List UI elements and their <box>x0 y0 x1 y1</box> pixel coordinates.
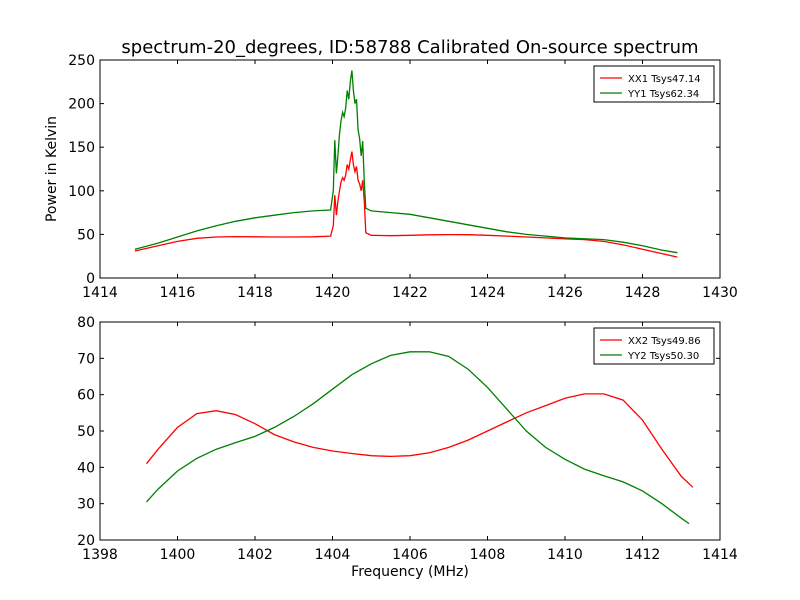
x-tick-label: 1398 <box>82 547 118 563</box>
x-tick-label: 1414 <box>702 547 738 563</box>
legend-box <box>593 65 715 103</box>
legend-label: XX2 Tsys49.86 <box>628 336 701 347</box>
y-tick-label: 20 <box>77 533 95 549</box>
figure-title: spectrum-20_degrees, ID:58788 Calibrated… <box>121 37 698 58</box>
series-line-yy <box>146 351 690 525</box>
bottom-spectrum-panel: 1398 1400 1402 1404 1406 1408 1410 1412 1414 20 30… <box>77 315 738 580</box>
y-tick-label: 200 <box>68 97 95 113</box>
series-line-yy <box>134 70 678 254</box>
y-tick-label: 50 <box>77 424 95 440</box>
x-tick-label: 1418 <box>237 285 273 301</box>
y-tick-label: 30 <box>77 497 95 513</box>
y-axis-label: Power in Kelvin <box>44 116 60 222</box>
x-tick-label: 1414 <box>82 285 118 301</box>
x-tick-label: 1424 <box>470 285 506 301</box>
y-tick-label: 0 <box>86 271 95 287</box>
x-tick-label: 1406 <box>392 547 428 563</box>
legend-label: YY2 Tsys50.30 <box>627 351 699 362</box>
x-tick-label: 1430 <box>702 285 738 301</box>
x-tick-label: 1402 <box>237 547 273 563</box>
x-tick-label: 1420 <box>315 285 351 301</box>
x-tick-label: 1404 <box>315 547 351 563</box>
y-tick-label: 40 <box>77 460 95 476</box>
legend-label: YY1 Tsys62.34 <box>627 89 699 100</box>
y-tick-label: 100 <box>68 184 95 200</box>
series-line-xx <box>134 151 678 258</box>
y-tick-label: 80 <box>77 315 95 331</box>
x-tick-label: 1412 <box>625 547 661 563</box>
series-group <box>134 70 678 258</box>
legend-box <box>593 327 715 365</box>
x-tick-label: 1416 <box>160 285 196 301</box>
x-tick-label: 1400 <box>160 547 196 563</box>
y-tick-label: 70 <box>77 351 95 367</box>
x-tick-label: 1426 <box>547 285 583 301</box>
top-spectrum-panel: 1414 1416 1418 1420 1422 1424 1426 1428 1430 0 50 1… <box>44 53 738 301</box>
x-tick-label: 1422 <box>392 285 428 301</box>
x-tick-label: 1428 <box>625 285 661 301</box>
series-group <box>145 351 694 525</box>
x-tick-label: 1410 <box>547 547 583 563</box>
y-tick-label: 250 <box>68 53 95 69</box>
y-tick-label: 150 <box>68 140 95 156</box>
legend-label: XX1 Tsys47.14 <box>628 74 701 85</box>
x-tick-label: 1408 <box>470 547 506 563</box>
series-line-xx <box>145 393 694 488</box>
y-tick-label: 50 <box>77 227 95 243</box>
y-tick-label: 60 <box>77 388 95 404</box>
x-axis-label: Frequency (MHz) <box>351 564 469 580</box>
